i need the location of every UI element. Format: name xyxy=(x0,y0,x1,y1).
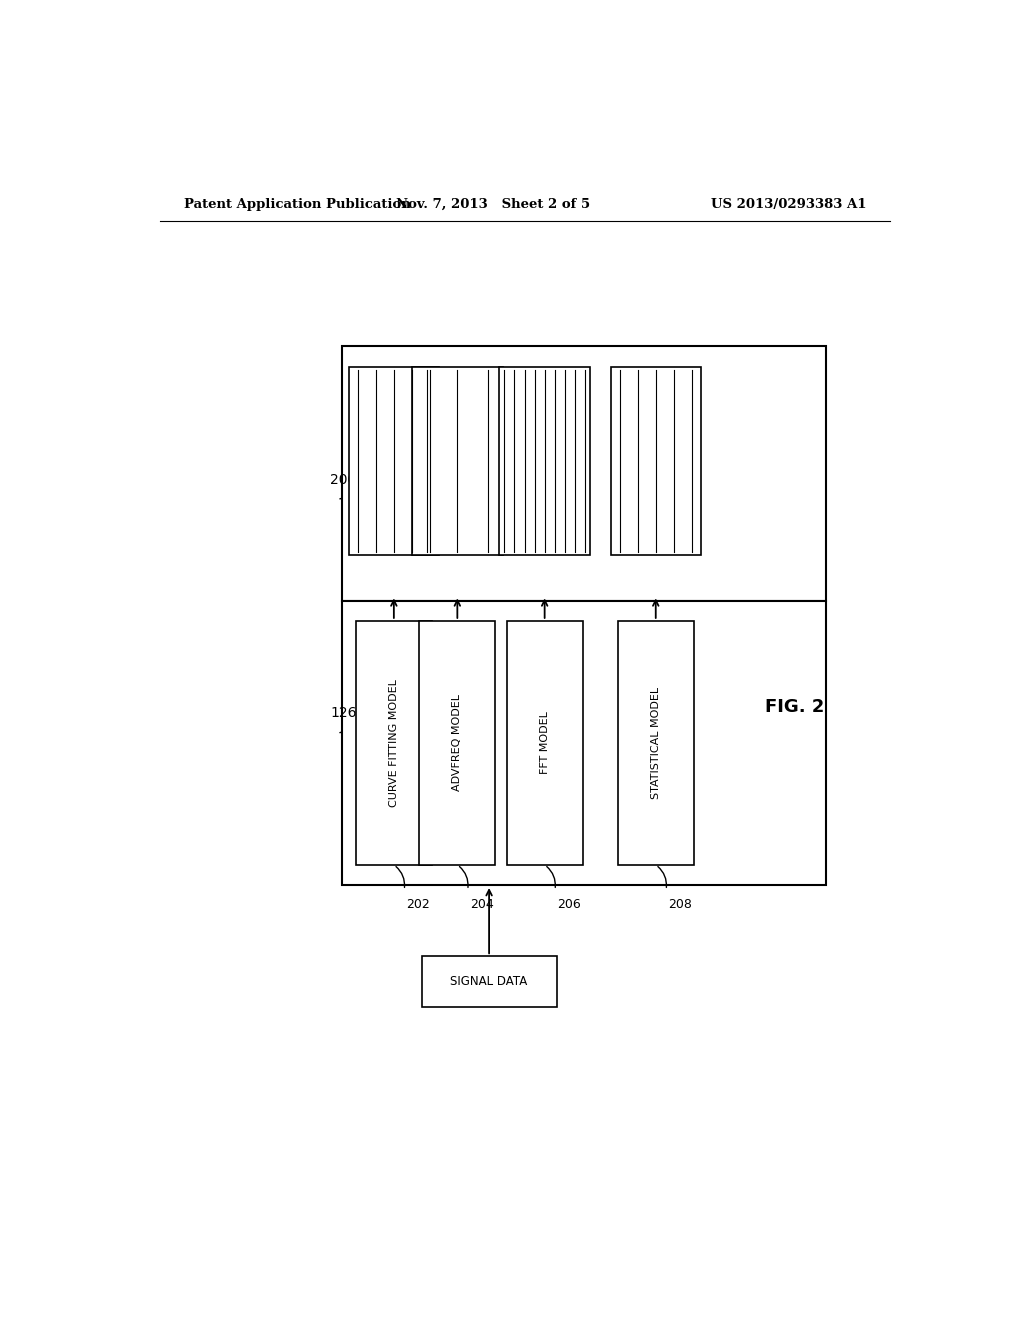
Text: 208: 208 xyxy=(669,899,692,911)
Text: FFT MODEL: FFT MODEL xyxy=(540,711,550,775)
Text: ADVFREQ MODEL: ADVFREQ MODEL xyxy=(453,694,463,791)
Text: US 2013/0293383 A1: US 2013/0293383 A1 xyxy=(711,198,866,211)
Bar xyxy=(507,620,583,865)
Text: 206: 206 xyxy=(557,899,581,911)
Text: Patent Application Publication: Patent Application Publication xyxy=(183,198,411,211)
Bar xyxy=(419,620,496,865)
Text: Nov. 7, 2013   Sheet 2 of 5: Nov. 7, 2013 Sheet 2 of 5 xyxy=(396,198,590,211)
Bar xyxy=(342,346,826,601)
Bar xyxy=(355,620,432,865)
Text: STATISTICAL MODEL: STATISTICAL MODEL xyxy=(650,686,660,799)
Text: FIG. 2: FIG. 2 xyxy=(765,698,824,717)
Text: 200: 200 xyxy=(331,473,356,487)
Bar xyxy=(412,367,503,554)
Bar xyxy=(348,367,439,554)
Bar xyxy=(422,956,557,1007)
Bar xyxy=(617,620,694,865)
Text: SIGNAL DATA: SIGNAL DATA xyxy=(451,975,527,989)
Text: 204: 204 xyxy=(470,899,494,911)
Bar xyxy=(610,367,701,554)
Bar xyxy=(342,601,826,886)
Text: 126: 126 xyxy=(331,706,357,721)
Bar xyxy=(500,367,590,554)
Text: 202: 202 xyxy=(407,899,430,911)
Text: CURVE FITTING MODEL: CURVE FITTING MODEL xyxy=(389,678,399,807)
